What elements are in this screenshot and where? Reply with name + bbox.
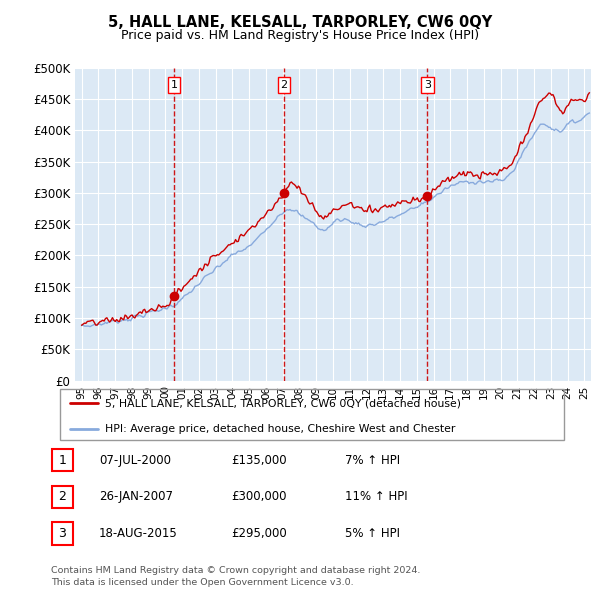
Text: £135,000: £135,000	[231, 454, 287, 467]
Text: HPI: Average price, detached house, Cheshire West and Chester: HPI: Average price, detached house, Ches…	[106, 424, 456, 434]
Text: 2: 2	[280, 80, 287, 90]
Text: 11% ↑ HPI: 11% ↑ HPI	[345, 490, 407, 503]
Text: 1: 1	[58, 454, 67, 467]
Text: 7% ↑ HPI: 7% ↑ HPI	[345, 454, 400, 467]
Text: 3: 3	[424, 80, 431, 90]
Text: Price paid vs. HM Land Registry's House Price Index (HPI): Price paid vs. HM Land Registry's House …	[121, 30, 479, 42]
Text: 18-AUG-2015: 18-AUG-2015	[99, 527, 178, 540]
Text: 26-JAN-2007: 26-JAN-2007	[99, 490, 173, 503]
Text: 5, HALL LANE, KELSALL, TARPORLEY, CW6 0QY (detached house): 5, HALL LANE, KELSALL, TARPORLEY, CW6 0Q…	[106, 398, 461, 408]
Text: 2: 2	[58, 490, 67, 503]
Text: 1: 1	[170, 80, 178, 90]
Text: £300,000: £300,000	[231, 490, 287, 503]
Text: 5% ↑ HPI: 5% ↑ HPI	[345, 527, 400, 540]
Text: £295,000: £295,000	[231, 527, 287, 540]
Text: 5, HALL LANE, KELSALL, TARPORLEY, CW6 0QY: 5, HALL LANE, KELSALL, TARPORLEY, CW6 0Q…	[108, 15, 492, 30]
Text: 3: 3	[58, 527, 67, 540]
Text: 07-JUL-2000: 07-JUL-2000	[99, 454, 171, 467]
Text: Contains HM Land Registry data © Crown copyright and database right 2024.
This d: Contains HM Land Registry data © Crown c…	[51, 566, 421, 587]
